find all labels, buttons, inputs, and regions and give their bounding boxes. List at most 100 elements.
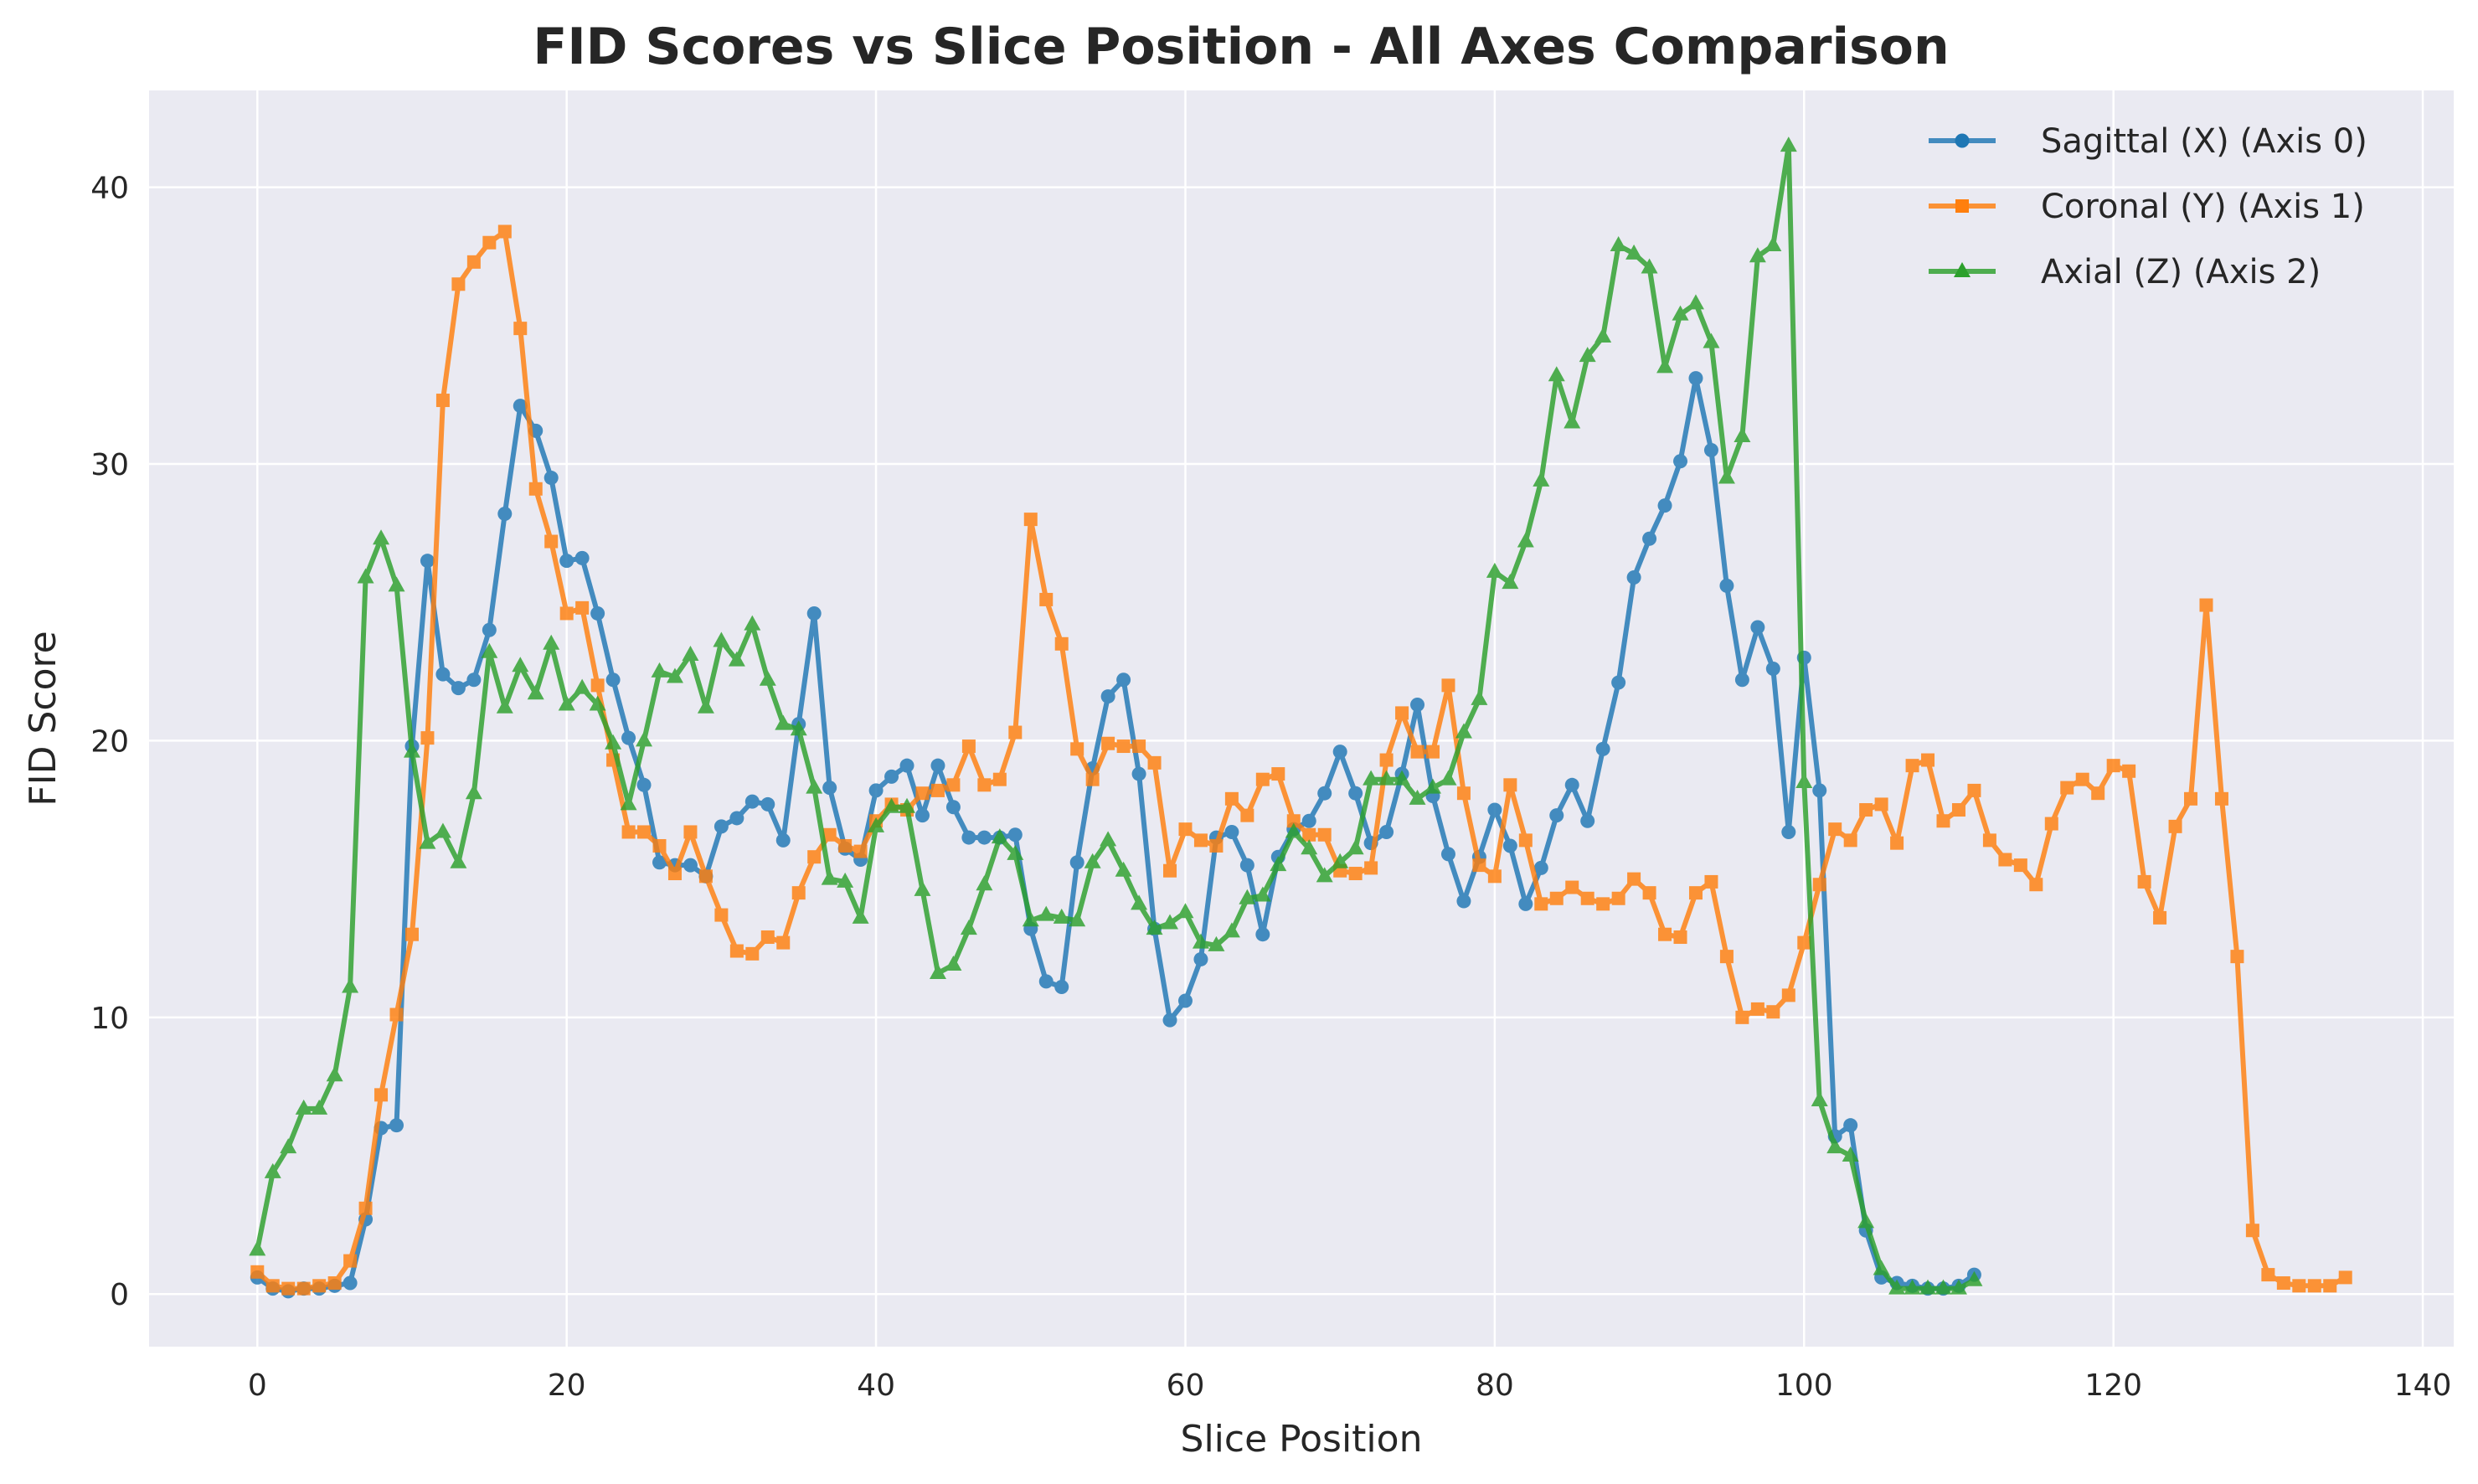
data-point xyxy=(1100,831,1117,847)
legend-entry: Axial (Z) (Axis 2) xyxy=(1929,253,2321,291)
data-point xyxy=(775,832,791,848)
data-point xyxy=(2184,791,2198,806)
data-point xyxy=(1007,844,1024,860)
chart-title: FID Scores vs Slice Position - All Axes … xyxy=(533,18,1949,76)
data-point xyxy=(2168,819,2182,833)
data-point xyxy=(1317,786,1332,801)
data-point xyxy=(1378,770,1395,786)
data-point xyxy=(1811,1090,1828,1106)
data-point xyxy=(1826,1138,1844,1154)
data-point xyxy=(1718,468,1735,484)
data-point xyxy=(1564,413,1581,429)
data-point xyxy=(1874,797,1888,812)
x-tick-label: 0 xyxy=(248,1368,267,1403)
x-tick-label: 80 xyxy=(1476,1368,1514,1403)
data-point xyxy=(2075,772,2089,786)
data-point xyxy=(1271,767,1285,781)
data-point xyxy=(1951,803,1965,817)
data-point xyxy=(482,235,497,250)
x-tick-label: 60 xyxy=(1167,1368,1205,1403)
data-point xyxy=(466,672,482,688)
data-point xyxy=(1842,1146,1859,1162)
data-point xyxy=(1471,689,1488,705)
data-point xyxy=(343,1254,358,1268)
data-point xyxy=(1255,927,1270,942)
data-point xyxy=(528,482,543,496)
data-point xyxy=(1703,332,1720,348)
data-point xyxy=(1658,927,1672,941)
data-point xyxy=(1766,1005,1780,1019)
data-point xyxy=(1301,813,1316,828)
data-point xyxy=(1209,838,1224,853)
data-point xyxy=(760,930,775,945)
data-point xyxy=(1564,777,1579,792)
data-point xyxy=(713,631,730,647)
data-point xyxy=(652,855,667,870)
data-point xyxy=(976,830,992,845)
data-point xyxy=(2044,817,2058,831)
data-point xyxy=(621,730,636,745)
data-point xyxy=(1642,886,1656,900)
data-point xyxy=(728,651,745,667)
grid-lines xyxy=(149,90,2454,1347)
data-point xyxy=(544,534,559,549)
y-tick-label: 10 xyxy=(90,1002,129,1036)
data-point xyxy=(945,800,961,815)
data-point xyxy=(1797,935,1811,950)
data-point xyxy=(1580,813,1595,828)
data-point xyxy=(575,600,590,615)
x-tick-label: 100 xyxy=(1775,1368,1833,1403)
data-point xyxy=(977,778,992,792)
data-point xyxy=(1921,753,1935,767)
data-point xyxy=(2060,781,2074,795)
data-point xyxy=(497,224,512,239)
data-point xyxy=(2137,874,2151,889)
data-point xyxy=(838,838,853,853)
data-point xyxy=(1162,914,1179,930)
data-point xyxy=(513,399,528,414)
data-point xyxy=(1255,772,1270,786)
data-point xyxy=(1487,802,1502,817)
data-point xyxy=(1734,426,1751,442)
data-point xyxy=(914,880,931,896)
data-point xyxy=(435,667,451,682)
data-point xyxy=(1688,886,1703,900)
data-point xyxy=(868,817,885,832)
data-point xyxy=(961,739,976,754)
data-point xyxy=(1178,822,1193,837)
data-point xyxy=(357,568,374,584)
data-point xyxy=(389,1007,404,1022)
data-point xyxy=(1503,778,1517,792)
series-line xyxy=(255,375,1977,1294)
x-tick-label: 140 xyxy=(2394,1368,2452,1403)
data-point xyxy=(899,758,914,773)
data-point xyxy=(1254,886,1271,902)
data-point xyxy=(1642,531,1657,546)
legend-marker xyxy=(1954,262,1971,277)
data-point xyxy=(666,667,683,683)
legend-marker xyxy=(1955,199,1969,213)
data-point xyxy=(1440,770,1457,786)
data-point xyxy=(574,678,591,694)
data-point xyxy=(589,695,606,711)
data-point xyxy=(388,576,405,592)
data-point xyxy=(698,869,713,884)
data-point xyxy=(1224,791,1239,806)
data-point xyxy=(1395,706,1409,720)
data-point xyxy=(1517,532,1534,548)
data-point xyxy=(1688,371,1703,386)
data-point xyxy=(683,858,698,873)
data-point xyxy=(482,622,497,637)
data-point xyxy=(1905,759,1919,773)
data-point xyxy=(1719,950,1734,964)
series-group xyxy=(249,137,1983,1295)
x-tick-label: 20 xyxy=(548,1368,586,1403)
data-point xyxy=(1022,911,1039,927)
legend-label: Coronal (Y) (Axis 1) xyxy=(2041,188,2365,226)
data-point xyxy=(1302,827,1316,842)
data-point xyxy=(1348,867,1363,881)
data-point xyxy=(714,908,729,922)
data-point xyxy=(1934,1279,1952,1295)
x-axis-label: Slice Position xyxy=(1181,1418,1423,1461)
data-point xyxy=(1888,1279,1906,1295)
